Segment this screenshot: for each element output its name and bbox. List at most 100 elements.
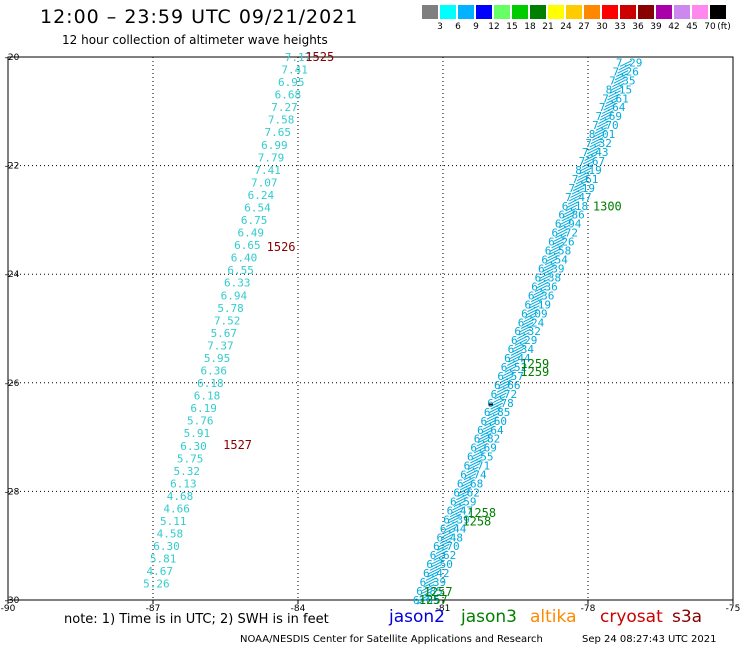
data-point — [577, 170, 591, 178]
data-label: 6.64 — [477, 424, 504, 437]
data-point — [609, 86, 623, 94]
data-label: 7.26 — [612, 65, 639, 78]
data-point — [463, 473, 477, 481]
data-point — [555, 231, 568, 239]
data-point — [434, 550, 448, 558]
data-point — [501, 372, 515, 380]
data-point — [468, 459, 482, 467]
data-point — [425, 574, 439, 581]
satellite-label-cryosat: cryosat — [600, 607, 663, 627]
data-label: 6.32 — [514, 325, 541, 338]
data-label: 7.64 — [599, 101, 626, 114]
data-label: 6.99 — [261, 139, 288, 152]
data-label: 7.41 — [281, 64, 308, 77]
data-point — [585, 150, 599, 158]
data-point — [435, 547, 449, 555]
data-point — [595, 123, 609, 131]
satellite-label-jason3: jason3 — [461, 607, 517, 627]
data-point — [542, 264, 555, 272]
data-point — [452, 503, 465, 511]
data-label: 7.35 — [609, 74, 636, 87]
data-point — [494, 392, 507, 400]
data-point — [569, 194, 582, 202]
data-label: 6.52 — [501, 361, 528, 374]
data-label: 6.71 — [464, 460, 491, 473]
data-label: 5.26 — [143, 578, 170, 591]
data-point — [416, 597, 430, 605]
data-point — [515, 335, 529, 343]
data-label: 6.36 — [531, 280, 558, 293]
data-label: 6.62 — [453, 486, 480, 499]
data-point — [579, 167, 592, 175]
data-label: 6.62 — [430, 549, 457, 562]
satellite-label-altika: altika — [530, 607, 577, 627]
data-point — [490, 402, 503, 410]
data-label: 6.39 — [538, 262, 565, 275]
data-point — [605, 96, 619, 104]
data-point — [528, 301, 541, 309]
data-label: 8.01 — [589, 128, 616, 141]
data-point — [456, 493, 469, 501]
data-label: 6.65 — [234, 239, 261, 252]
data-point — [608, 90, 621, 98]
data-label: 6.66 — [494, 379, 521, 392]
data-label: 6.09 — [521, 307, 548, 320]
legend-swatch — [638, 5, 654, 19]
data-label: 6.48 — [437, 531, 464, 544]
data-point — [531, 295, 544, 303]
data-point — [522, 318, 535, 326]
data-point — [523, 315, 536, 323]
time-label: 1258 — [467, 506, 496, 520]
data-point — [432, 557, 445, 565]
x-tick-label: -81 — [436, 604, 451, 614]
data-label: 7.70 — [592, 119, 619, 132]
legend-label: 18 — [524, 22, 536, 32]
time-label: 1525 — [305, 50, 334, 64]
data-label: 6.75 — [241, 214, 268, 227]
legend-label: 12 — [488, 22, 500, 32]
legend-swatch — [692, 5, 708, 19]
data-point — [529, 298, 543, 306]
data-point — [448, 513, 462, 521]
legend-swatch — [512, 5, 528, 19]
data-point — [443, 526, 456, 534]
data-point — [527, 305, 540, 313]
data-point — [505, 362, 519, 370]
data-point — [418, 594, 431, 602]
x-tick-label: -84 — [291, 604, 306, 614]
data-point — [513, 342, 526, 350]
data-point — [560, 217, 573, 225]
time-label: 1257 — [424, 585, 453, 599]
data-label: 6.19 — [524, 298, 551, 311]
plot-frame — [7, 56, 734, 601]
data-point — [607, 93, 620, 101]
data-point — [539, 271, 553, 279]
y-tick-label: -30 — [5, 596, 20, 606]
data-point — [428, 567, 441, 575]
legend-swatch — [674, 5, 690, 19]
y-tick-label: -28 — [5, 487, 20, 497]
data-point — [610, 83, 624, 91]
data-point — [472, 449, 486, 457]
data-point — [420, 587, 434, 595]
data-point — [503, 369, 516, 376]
legend-label: 30 — [596, 22, 608, 32]
data-point — [586, 147, 600, 155]
data-label: 6.94 — [221, 289, 248, 302]
legend-swatch — [440, 5, 456, 19]
legend-swatch — [494, 5, 510, 19]
legend-label: 39 — [650, 22, 662, 32]
data-point — [594, 127, 607, 135]
time-label: 1527 — [223, 438, 252, 452]
data-point — [584, 154, 597, 161]
data-label: 7.32 — [585, 137, 612, 150]
legend-swatch — [602, 5, 618, 19]
legend-label: 9 — [473, 22, 479, 32]
data-point — [440, 533, 454, 541]
data-point — [562, 211, 576, 219]
y-tick-label: -24 — [5, 270, 20, 280]
data-label: 7.27 — [271, 101, 298, 114]
data-point — [589, 140, 602, 148]
data-point — [541, 268, 554, 276]
legend-swatch — [422, 5, 438, 19]
